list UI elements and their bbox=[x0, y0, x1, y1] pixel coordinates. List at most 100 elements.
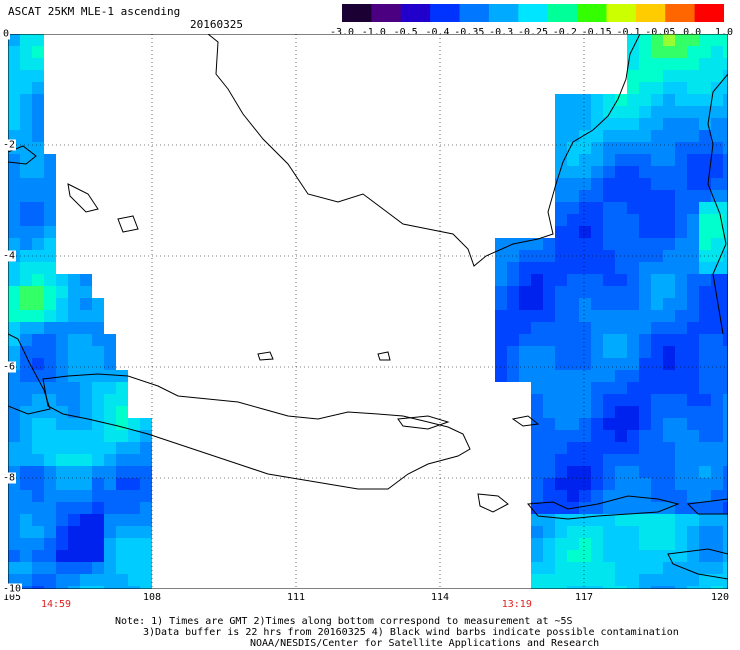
swath-cell bbox=[615, 178, 627, 190]
swath-cell bbox=[567, 586, 579, 589]
swath-cell bbox=[615, 430, 627, 442]
swath-cell bbox=[531, 370, 543, 382]
note-line-3: NOAA/NESDIS/Center for Satellite Applica… bbox=[250, 638, 600, 649]
swath-cell bbox=[651, 526, 663, 538]
swath-cell bbox=[639, 586, 651, 589]
swath-cell bbox=[675, 274, 687, 286]
swath-cell bbox=[675, 334, 687, 346]
swath-cell bbox=[20, 538, 32, 550]
swath-cell bbox=[140, 478, 152, 490]
swath-cell bbox=[56, 310, 68, 322]
swath-cell bbox=[495, 334, 507, 346]
swath-cell bbox=[687, 298, 699, 310]
swath-cell bbox=[44, 310, 56, 322]
swath-cell bbox=[651, 574, 663, 586]
swath-cell bbox=[711, 370, 723, 382]
swath-cell bbox=[92, 586, 104, 589]
swath-cell bbox=[639, 82, 651, 94]
swath-cell bbox=[8, 106, 20, 118]
swath-cell bbox=[531, 394, 543, 406]
swath-cell bbox=[663, 274, 675, 286]
swath-cell bbox=[32, 454, 44, 466]
swath-cell bbox=[603, 406, 615, 418]
swath-cell bbox=[723, 406, 728, 418]
swath-cell bbox=[615, 154, 627, 166]
swath-cell bbox=[8, 490, 20, 502]
swath-cell bbox=[68, 334, 80, 346]
swath-cell bbox=[567, 430, 579, 442]
swath-cell bbox=[579, 406, 591, 418]
swath-cell bbox=[531, 310, 543, 322]
swath-cell bbox=[116, 490, 128, 502]
swath-cell bbox=[555, 262, 567, 274]
swath-cell bbox=[675, 562, 687, 574]
swath-cell bbox=[8, 46, 20, 58]
swath-cell bbox=[663, 142, 675, 154]
swath-cell bbox=[627, 202, 639, 214]
swath-cell bbox=[56, 358, 68, 370]
swath-cell bbox=[140, 502, 152, 514]
swath-cell bbox=[92, 382, 104, 394]
swath-cell bbox=[687, 466, 699, 478]
colorbar-swatch bbox=[665, 4, 696, 22]
swath-cell bbox=[591, 274, 603, 286]
swath-cell bbox=[591, 238, 603, 250]
swath-cell bbox=[699, 274, 711, 286]
coastlines bbox=[8, 34, 728, 580]
swath-cell bbox=[140, 442, 152, 454]
swath-cell bbox=[591, 310, 603, 322]
swath-cell bbox=[699, 82, 711, 94]
swath-cell bbox=[128, 514, 140, 526]
swath-cell bbox=[615, 322, 627, 334]
swath-cell bbox=[711, 286, 723, 298]
swath-cell bbox=[603, 334, 615, 346]
swath-cell bbox=[543, 310, 555, 322]
swath-cell bbox=[687, 94, 699, 106]
swath-cell bbox=[80, 358, 92, 370]
swath-cell bbox=[615, 514, 627, 526]
swath-cell bbox=[44, 346, 56, 358]
swath-cell bbox=[116, 538, 128, 550]
swath-cell bbox=[711, 418, 723, 430]
swath-cell bbox=[20, 190, 32, 202]
latitude-tick-label: -10 bbox=[2, 583, 23, 595]
swath-cell bbox=[687, 502, 699, 514]
swath-cell bbox=[128, 454, 140, 466]
swath-cell bbox=[591, 106, 603, 118]
swath-cell bbox=[663, 466, 675, 478]
swath-cell bbox=[723, 562, 728, 574]
swath-cell bbox=[567, 322, 579, 334]
swath-cell bbox=[531, 406, 543, 418]
swath-cell bbox=[579, 334, 591, 346]
swath-cell bbox=[663, 382, 675, 394]
swath-cell bbox=[104, 454, 116, 466]
swath-cell bbox=[8, 58, 20, 70]
swath-cell bbox=[104, 478, 116, 490]
swath-cell bbox=[8, 262, 20, 274]
swath-cell bbox=[603, 466, 615, 478]
swath-cell bbox=[699, 538, 711, 550]
swath-cell bbox=[615, 238, 627, 250]
latitude-tick-label: -4 bbox=[2, 250, 17, 262]
swath-cell bbox=[663, 178, 675, 190]
swath-cell bbox=[44, 490, 56, 502]
swath-cell bbox=[615, 550, 627, 562]
swath-cell bbox=[627, 442, 639, 454]
swath-cell bbox=[56, 406, 68, 418]
swath-cell bbox=[711, 334, 723, 346]
colorbar-swatch bbox=[635, 4, 666, 22]
swath-cell bbox=[567, 202, 579, 214]
swath-cell bbox=[711, 70, 723, 82]
swath-cell bbox=[56, 466, 68, 478]
swath-cell bbox=[639, 406, 651, 418]
swath-cell bbox=[104, 490, 116, 502]
swath-cell bbox=[531, 466, 543, 478]
swath-cell bbox=[56, 454, 68, 466]
swath-cell bbox=[32, 142, 44, 154]
swath-cell bbox=[627, 562, 639, 574]
swath-cell bbox=[8, 202, 20, 214]
swath-cell bbox=[663, 82, 675, 94]
swath-cell bbox=[699, 454, 711, 466]
swath-cell bbox=[639, 46, 651, 58]
swath-cell bbox=[579, 322, 591, 334]
